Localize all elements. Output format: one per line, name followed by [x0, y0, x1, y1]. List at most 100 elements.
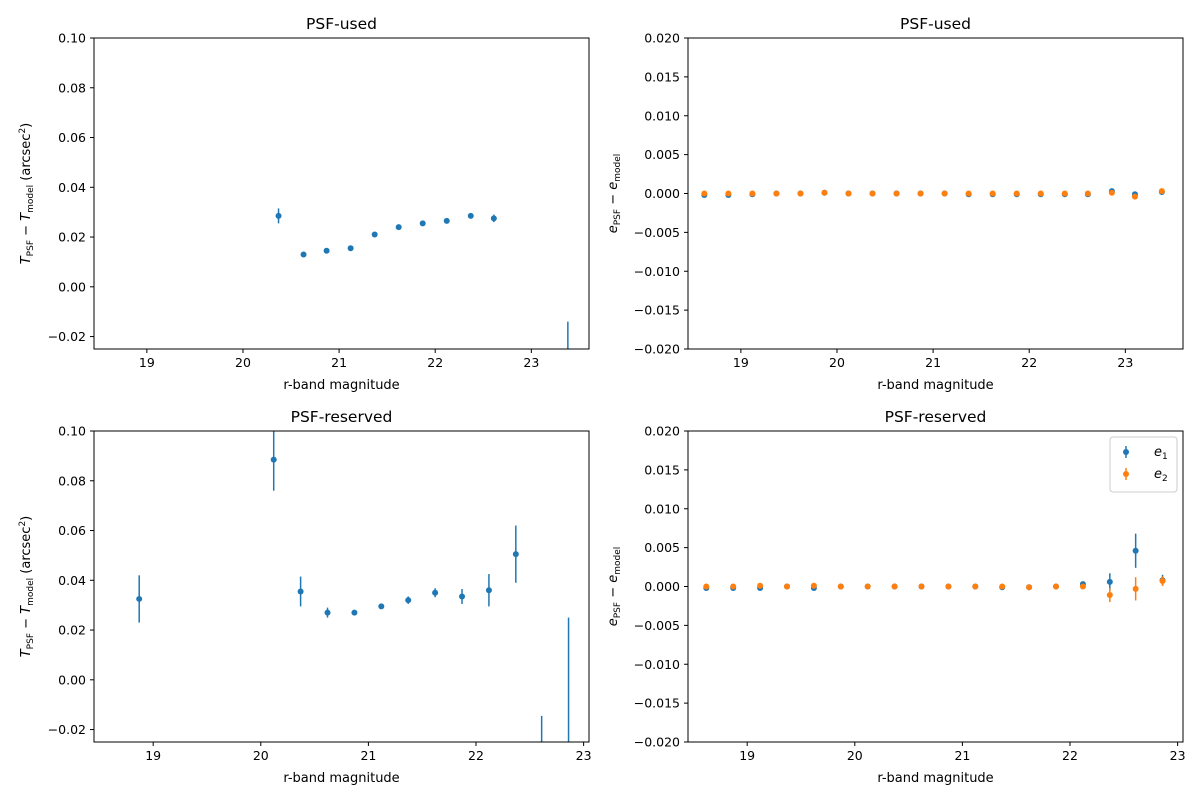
y-tick-label: 0.10 [58, 424, 86, 439]
chart-title: PSF-reserved [885, 408, 987, 426]
panel-psf-used-size: 19 20 21 22 23 −0.02 0.00 0.02 0.04 0.06 0.08 0.10 P… [18, 15, 590, 393]
y-tick-label: −0.005 [634, 225, 680, 240]
e2-point [1131, 193, 1138, 200]
y-label-symbol: − T [19, 212, 34, 240]
T-point [512, 551, 519, 558]
e2-point [725, 190, 732, 197]
y-label-subscript: PSF [613, 602, 623, 618]
y-tick-label: 0.08 [58, 473, 86, 488]
plot-area [688, 431, 1183, 742]
y-tick-label: −0.005 [634, 618, 680, 633]
x-tick-label: 23 [576, 748, 592, 763]
T-point [351, 609, 358, 616]
y-tick-label: −0.02 [48, 329, 86, 344]
y-label-symbol: e [606, 618, 621, 626]
e2-point [891, 583, 898, 590]
e2-point [1132, 585, 1139, 592]
e2-point [945, 583, 952, 590]
T-point [467, 212, 474, 219]
panel-psf-used-ellipticity: 19 20 21 22 23 −0.020 −0.015 −0.010 −0.005 0.000 0… [606, 15, 1184, 393]
y-tick-label: 0.000 [644, 579, 680, 594]
x-tick-label: 23 [523, 355, 539, 370]
y-tick-label: 0.010 [644, 501, 680, 516]
e2-point [917, 190, 924, 197]
e2-point [757, 582, 764, 589]
legend-symbol: e [1154, 445, 1162, 460]
y-axis-label: TPSF − Tmodel (arcsec2) [18, 123, 36, 265]
y-tick-label: −0.015 [634, 696, 680, 711]
y-label-unit: ) [19, 516, 34, 521]
T-point [136, 595, 143, 602]
y-tick-label: 0.010 [644, 108, 680, 123]
e2-point [810, 582, 817, 589]
panel-psf-reserved-size: 19 20 21 22 23 −0.02 0.00 0.02 0.04 0.06 0.08 0.10 P… [18, 408, 592, 786]
y-axis-label: TPSF − Tmodel (arcsec2) [18, 516, 36, 658]
y-tick-label: −0.015 [634, 303, 680, 318]
x-tick-label: 22 [1021, 355, 1037, 370]
plot-area [94, 38, 589, 349]
y-tick-label: 0.04 [58, 180, 86, 195]
T-point [371, 231, 378, 238]
x-tick-label: 20 [847, 748, 863, 763]
y-label-unit: (arcsec [19, 134, 34, 185]
e2-point [869, 190, 876, 197]
chart-title: PSF-used [900, 15, 971, 33]
x-axis-label: r-band magnitude [283, 771, 399, 786]
x-tick-label: 20 [235, 355, 251, 370]
y-tick-label: 0.020 [644, 424, 680, 439]
T-point [323, 247, 330, 254]
x-tick-label: 21 [925, 355, 941, 370]
e1-point [1106, 578, 1113, 585]
x-tick-label: 21 [954, 748, 970, 763]
y-tick-label: 0.06 [58, 523, 86, 538]
T-point [490, 215, 497, 222]
y-label-symbol: T [19, 648, 34, 657]
T-point [300, 251, 307, 258]
y-tick-label: 0.06 [58, 130, 86, 145]
e2-point [989, 190, 996, 197]
legend-symbol: e [1154, 467, 1162, 482]
y-tick-label: 0.015 [644, 462, 680, 477]
plot-area [688, 38, 1183, 349]
T-point [459, 593, 466, 600]
x-tick-label: 21 [360, 748, 376, 763]
x-tick-label: 22 [468, 748, 484, 763]
y-axis-label: ePSF − emodel [606, 154, 623, 234]
chart-title: PSF-reserved [291, 408, 393, 426]
legend-subscript: 1 [1162, 452, 1168, 462]
x-tick-label: 19 [733, 355, 749, 370]
T-point [378, 603, 385, 610]
T-point [443, 217, 450, 224]
T-point [432, 589, 439, 596]
y-label-unit: ) [19, 123, 34, 128]
chart-title: PSF-used [306, 15, 377, 33]
T-point [347, 245, 354, 252]
e2-point [972, 583, 979, 590]
legend-e2-marker [1123, 471, 1129, 477]
y-label-subscript: model [26, 185, 36, 213]
T-point [485, 587, 492, 594]
y-label-subscript: model [613, 154, 623, 182]
y-axis-label: ePSF − emodel [606, 547, 623, 627]
e2-point [1106, 592, 1113, 599]
e2-point [1026, 584, 1033, 591]
x-axis-label: r-band magnitude [877, 771, 993, 786]
e2-point [1159, 578, 1166, 585]
e2-point [941, 190, 948, 197]
y-label-symbol: T [19, 255, 34, 264]
x-tick-label: 19 [145, 748, 161, 763]
legend-label: e2 [1154, 467, 1168, 484]
x-axis-label: r-band magnitude [877, 378, 993, 393]
y-label-subscript: PSF [613, 209, 623, 225]
y-tick-label: −0.010 [634, 657, 680, 672]
e2-point [784, 583, 790, 590]
e2-point [1061, 190, 1068, 197]
y-label-symbol: − T [19, 605, 34, 633]
e2-point [893, 190, 900, 197]
legend-subscript: 2 [1162, 474, 1168, 484]
T-point [275, 212, 282, 219]
e2-point [965, 190, 972, 197]
e2-point [730, 583, 737, 590]
